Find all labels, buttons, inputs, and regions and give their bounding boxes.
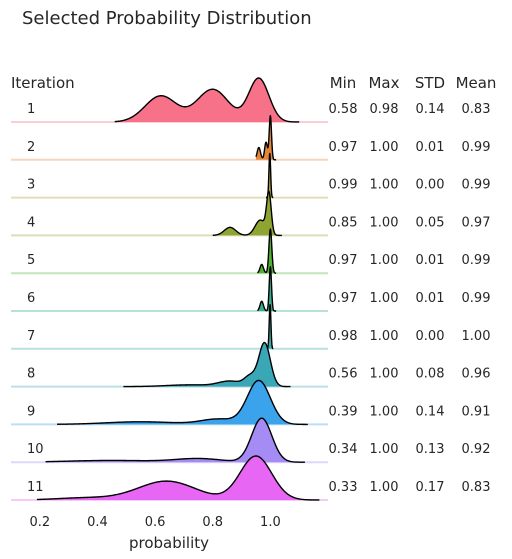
- x-tick-label: 0.8: [202, 515, 223, 530]
- stat-max-value: 1.00: [370, 253, 399, 268]
- ridge-density-10: [45, 418, 305, 463]
- iteration-label: 2: [27, 140, 35, 155]
- stat-mean-value: 0.99: [462, 140, 491, 155]
- ridge-density-9: [57, 380, 308, 425]
- stat-min-value: 0.97: [329, 291, 358, 306]
- ridge-row-1: 1 0.58 0.98 0.14 0.83: [11, 77, 491, 123]
- ridge-outline-11: [36, 455, 320, 501]
- stat-max-value: 1.00: [370, 291, 399, 306]
- ridge-row-9: 9 0.39 1.00 0.14 0.91: [11, 379, 491, 426]
- stat-mean-value: 0.99: [462, 291, 491, 306]
- stat-min-value: 0.33: [329, 480, 358, 495]
- ridge-outline-5: [257, 228, 277, 274]
- ridge-outline-8: [123, 341, 291, 388]
- stat-std-value: 0.14: [416, 404, 445, 419]
- stat-header-std: STD: [415, 74, 445, 92]
- ridge-density-4: [212, 191, 282, 236]
- stat-mean-value: 0.92: [462, 442, 491, 457]
- x-tick-label: 0.2: [29, 515, 50, 530]
- ridge-outline-6: [256, 265, 277, 312]
- ridge-row-6: 6 0.97 1.00 0.01 0.99: [11, 265, 491, 312]
- stat-headers: Min Max STD Mean: [330, 74, 497, 92]
- stat-max-value: 1.00: [370, 178, 399, 193]
- stat-std-value: 0.08: [416, 367, 445, 382]
- ridge-row-3: 3 0.99 1.00 0.00 0.99: [11, 152, 491, 199]
- ridge-outline-4: [212, 190, 282, 237]
- stat-min-value: 0.97: [329, 140, 358, 155]
- stat-max-value: 1.00: [370, 367, 399, 382]
- ridge-row-5: 5 0.97 1.00 0.01 0.99: [11, 228, 491, 275]
- stat-min-value: 0.58: [329, 102, 358, 117]
- stat-std-value: 0.01: [416, 291, 445, 306]
- ridge-row-4: 4 0.85 1.00 0.05 0.97: [11, 190, 491, 237]
- stat-min-value: 0.34: [329, 442, 358, 457]
- x-axis-label: probability: [129, 534, 209, 552]
- ridge-outline-10: [45, 417, 305, 463]
- iteration-label: 1: [27, 102, 35, 117]
- ridge-row-8: 8 0.56 1.00 0.08 0.96: [11, 341, 491, 388]
- stat-mean-value: 0.91: [462, 404, 491, 419]
- stat-max-value: 1.00: [370, 140, 399, 155]
- stat-mean-value: 0.99: [462, 253, 491, 268]
- stat-min-value: 0.39: [329, 404, 358, 419]
- ridge-outline-9: [57, 379, 308, 426]
- stat-std-value: 0.05: [416, 215, 445, 230]
- iteration-label: 9: [27, 404, 35, 419]
- stat-min-value: 0.56: [329, 367, 358, 382]
- iteration-label: 6: [27, 291, 35, 306]
- stat-mean-value: 1.00: [462, 329, 491, 344]
- ridge-row-2: 2 0.97 1.00 0.01 0.99: [11, 114, 491, 161]
- ridge-density-11: [36, 456, 320, 500]
- ridge-outline-2: [255, 114, 277, 161]
- ridge-row-10: 10 0.34 1.00 0.13 0.92: [11, 417, 491, 464]
- ridge-density-1: [114, 78, 300, 122]
- ridge-row-7: 7 0.98 1.00 0.00 1.00: [11, 303, 491, 350]
- chart-title: Selected Probability Distribution: [22, 8, 312, 29]
- stat-max-value: 1.00: [370, 215, 399, 230]
- iteration-label: 5: [27, 253, 35, 268]
- iteration-header: Iteration: [11, 74, 75, 92]
- stat-std-value: 0.13: [416, 442, 445, 457]
- stat-header-mean: Mean: [456, 74, 497, 92]
- stat-header-min: Min: [330, 74, 357, 92]
- iteration-label: 7: [27, 329, 35, 344]
- stat-mean-value: 0.97: [462, 215, 491, 230]
- ridge-row-11: 11 0.33 1.00 0.17 0.83: [11, 455, 491, 501]
- stat-max-value: 1.00: [370, 404, 399, 419]
- stat-std-value: 0.14: [416, 102, 445, 117]
- stat-min-value: 0.99: [329, 178, 358, 193]
- ridge-density-6: [257, 267, 277, 311]
- stat-mean-value: 0.96: [462, 367, 491, 382]
- stat-min-value: 0.85: [329, 215, 358, 230]
- stat-max-value: 0.98: [370, 102, 399, 117]
- iteration-label: 10: [27, 442, 44, 457]
- stat-mean-value: 0.99: [462, 178, 491, 193]
- stat-max-value: 1.00: [370, 480, 399, 495]
- ridges: 1 0.58 0.98 0.14 0.83 2 0.97 1.00 0.01 0.99 3 0.99 1…: [11, 77, 491, 501]
- ridge-density-3: [266, 153, 274, 198]
- stat-std-value: 0.00: [416, 329, 445, 344]
- x-tick-label: 0.4: [87, 515, 108, 530]
- x-axis-ticks: 0.2 0.4 0.6 0.8 1.0: [29, 515, 280, 530]
- stat-max-value: 1.00: [370, 442, 399, 457]
- stat-min-value: 0.97: [329, 253, 358, 268]
- stat-std-value: 0.17: [416, 480, 445, 495]
- stat-min-value: 0.98: [329, 329, 358, 344]
- stat-mean-value: 0.83: [462, 102, 491, 117]
- x-tick-label: 0.6: [145, 515, 166, 530]
- stat-header-max: Max: [368, 74, 399, 92]
- stat-mean-value: 0.83: [462, 480, 491, 495]
- stat-max-value: 1.00: [370, 329, 399, 344]
- x-tick-label: 1.0: [260, 515, 281, 530]
- iteration-label: 4: [27, 215, 35, 230]
- stat-std-value: 0.01: [416, 253, 445, 268]
- ridge-outline-1: [114, 77, 300, 123]
- stat-std-value: 0.01: [416, 140, 445, 155]
- iteration-label: 3: [27, 178, 35, 193]
- iteration-label: 8: [27, 367, 35, 382]
- iteration-label: 11: [27, 480, 44, 495]
- stat-std-value: 0.00: [416, 178, 445, 193]
